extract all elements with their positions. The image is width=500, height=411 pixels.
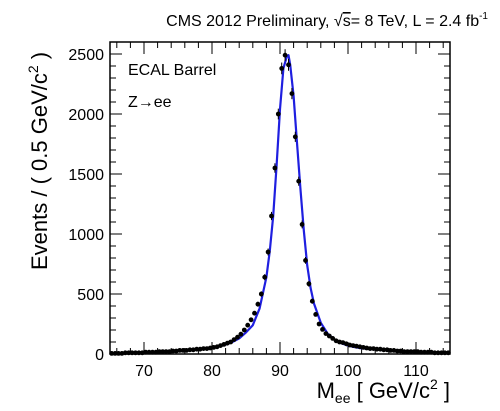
data-point (316, 321, 322, 327)
x-axis-label-superscript: 2 (430, 376, 438, 392)
data-point (323, 331, 329, 336)
chart-title: CMS 2012 Preliminary, √s= 8 TeV, L = 2.4… (166, 11, 488, 30)
plot-frame (109, 41, 451, 355)
y-axis-label-close: ) (27, 52, 52, 65)
data-point (265, 249, 271, 255)
data-point (282, 52, 288, 58)
annotation-ecal-barrel: ECAL Barrel (128, 62, 216, 79)
data-point (388, 348, 393, 353)
title-sqrt-symbol: √ (334, 13, 343, 30)
data-point (394, 348, 400, 354)
data-point (411, 349, 417, 354)
title-superscript: -1 (479, 11, 488, 22)
y-axis-label-main: Events / ( 0.5 GeV/c (27, 73, 52, 270)
data-point (367, 346, 373, 351)
x-axis-label-main: M (317, 378, 335, 403)
axis-ticks (110, 41, 450, 355)
data-point (289, 91, 295, 96)
x-axis-label-subscript: ee (335, 390, 351, 406)
title-prefix: CMS 2012 Preliminary, (166, 13, 334, 30)
data-point (309, 298, 315, 304)
data-point (245, 322, 251, 328)
data-point (201, 346, 206, 351)
data-point (228, 339, 234, 345)
data-point (163, 349, 169, 354)
title-sqrt-arg: s (343, 13, 351, 30)
data-point (252, 310, 257, 316)
data-point (303, 258, 308, 263)
data-point (286, 62, 291, 68)
data-point (381, 347, 387, 353)
y-tick-label: 1000 (68, 227, 104, 244)
annotation-z-to-ee: Z→ee (128, 94, 172, 111)
x-tick-label: 110 (403, 363, 429, 380)
data-point (326, 333, 332, 339)
data-point (320, 327, 325, 332)
y-tick-label: 0 (95, 347, 104, 364)
data-point (156, 349, 162, 354)
data-point (292, 134, 298, 140)
tick-labels: 70 80 90 100 110 0 500 1000 1500 2000 2500 (68, 47, 428, 380)
data-point (306, 281, 312, 287)
data-point (313, 312, 319, 317)
data-point (279, 66, 285, 71)
y-tick-label: 500 (77, 287, 104, 304)
data-point (262, 274, 268, 280)
y-axis-label: Events / ( 0.5 GeV/c2 ) (25, 52, 52, 270)
title-suffix: = 8 TeV, L = 2.4 fb (351, 13, 480, 30)
data-point (194, 346, 200, 352)
y-tick-label: 2000 (68, 107, 104, 124)
y-axis-label-superscript: 2 (25, 65, 41, 73)
x-tick-label: 100 (335, 363, 362, 380)
data-point (374, 346, 380, 352)
x-tick-label: 70 (135, 363, 153, 380)
y-tick-label: 2500 (68, 47, 104, 64)
data-point (296, 178, 302, 184)
data-point (177, 348, 183, 353)
data-point (272, 165, 278, 171)
data-point (248, 317, 254, 323)
data-point (187, 347, 193, 353)
x-axis-label: Mee [ GeV/c2 ] (317, 376, 450, 406)
data-point (241, 327, 247, 333)
x-tick-label: 80 (203, 363, 221, 380)
data-point (235, 334, 240, 340)
data-point (170, 348, 176, 354)
x-axis-label-close: ] (438, 378, 450, 403)
data-point (258, 291, 264, 297)
data-point (238, 331, 244, 337)
data-point (401, 349, 407, 354)
y-tick-label: 1500 (68, 167, 104, 184)
data-point (275, 111, 281, 117)
data-point (160, 349, 166, 354)
data-point (231, 337, 237, 342)
data-point (180, 348, 186, 353)
x-axis-label-rest: [ GeV/c (350, 378, 429, 403)
x-tick-label: 90 (271, 363, 289, 380)
data-point (405, 349, 410, 354)
data-point (330, 336, 336, 341)
data-point (269, 213, 274, 219)
data-point (299, 222, 305, 227)
data-point (255, 301, 261, 307)
data-point (408, 349, 414, 354)
